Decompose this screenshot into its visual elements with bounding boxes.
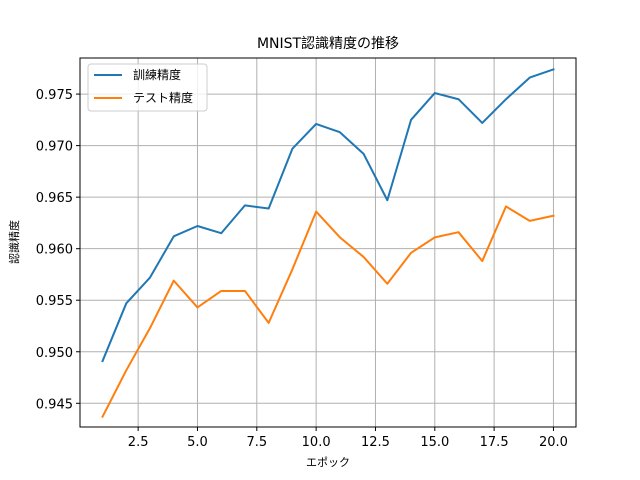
y-tick-label: 0.960 xyxy=(36,243,73,258)
x-tick-label: 2.5 xyxy=(128,435,149,450)
series-line-train xyxy=(101,68,555,363)
plot-frame xyxy=(79,57,577,428)
legend: 訓練精度 テスト精度 xyxy=(87,63,208,112)
x-tick-label: 12.5 xyxy=(361,435,390,450)
y-tick-label: 0.975 xyxy=(36,88,73,103)
y-axis: 0.945 0.950 0.955 0.960 0.965 0.970 0.975 xyxy=(36,88,80,412)
chart-title: MNIST認識精度の推移 xyxy=(257,36,399,52)
series-lines xyxy=(101,68,555,419)
y-tick-label: 0.955 xyxy=(36,294,73,309)
x-axis: 2.5 5.0 7.5 10.0 12.5 15.0 17.5 20.0 xyxy=(128,427,568,450)
x-tick-label: 15.0 xyxy=(420,435,449,450)
y-tick-label: 0.950 xyxy=(36,346,73,361)
y-tick-label: 0.965 xyxy=(36,191,73,206)
y-tick-label: 0.945 xyxy=(36,397,73,412)
legend-label-test: テスト精度 xyxy=(133,90,193,105)
x-axis-label: エポック xyxy=(306,456,350,469)
x-tick-label: 17.5 xyxy=(480,435,509,450)
y-axis-label: 認識精度 xyxy=(7,220,21,264)
x-tick-label: 5.0 xyxy=(187,435,208,450)
legend-label-train: 訓練精度 xyxy=(133,67,181,82)
y-tick-label: 0.970 xyxy=(36,140,73,155)
grid xyxy=(80,58,576,427)
x-tick-label: 10.0 xyxy=(302,435,331,450)
x-tick-label: 20.0 xyxy=(539,435,568,450)
series-line-test xyxy=(101,205,555,419)
x-tick-label: 7.5 xyxy=(246,435,267,450)
